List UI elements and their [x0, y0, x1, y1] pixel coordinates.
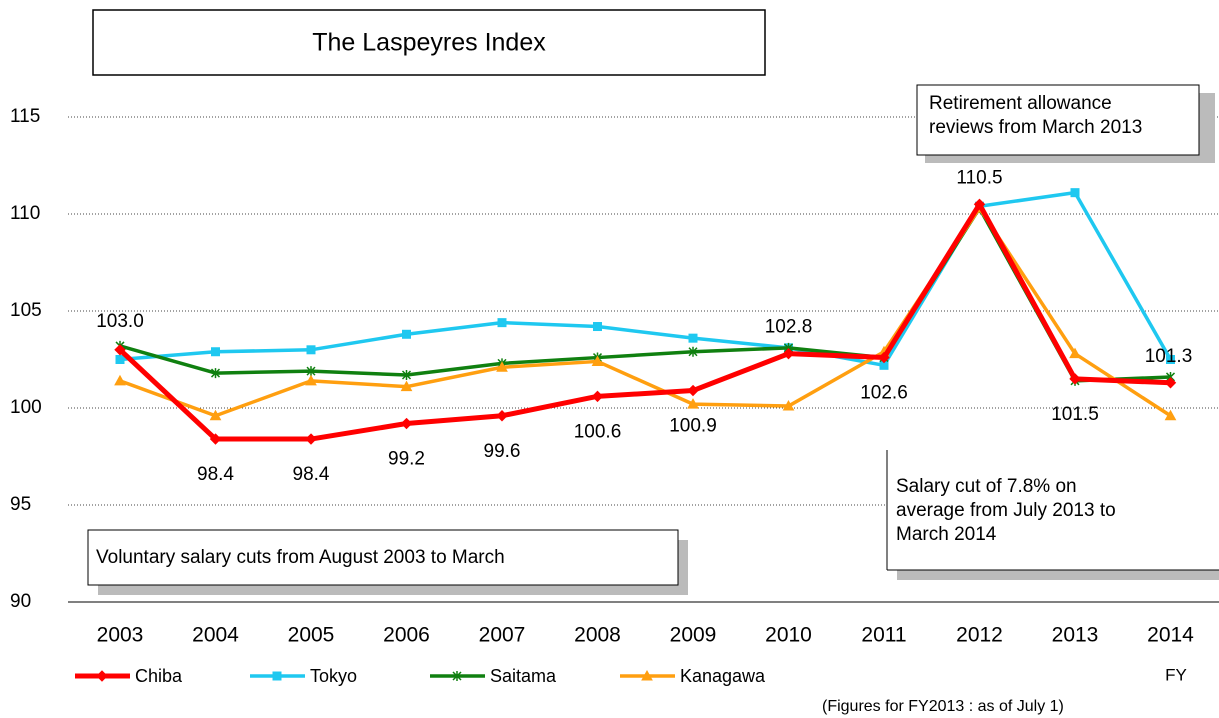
- data-label: 101.5: [1051, 404, 1099, 425]
- marker: [402, 329, 411, 339]
- series-line: [118, 201, 1171, 442]
- series-line: [119, 190, 1173, 368]
- data-label: 103.0: [96, 311, 144, 332]
- data-label: 100.9: [669, 416, 717, 437]
- marker: [878, 351, 890, 364]
- marker: [452, 671, 462, 681]
- marker: [496, 361, 508, 372]
- x-tick-label: 2006: [383, 624, 430, 647]
- x-tick-label: 2009: [670, 624, 717, 647]
- marker: [305, 374, 317, 386]
- marker: [782, 347, 795, 360]
- y-tick-label: 115: [10, 106, 40, 127]
- series-line: [119, 206, 1171, 383]
- marker: [688, 346, 698, 357]
- data-label: 98.4: [293, 464, 330, 485]
- marker: [401, 370, 412, 381]
- data-label: 99.2: [388, 449, 425, 470]
- marker: [1070, 188, 1080, 198]
- marker: [973, 198, 986, 211]
- marker: [400, 417, 413, 430]
- y-tick-label: 100: [10, 397, 42, 418]
- marker: [210, 368, 221, 379]
- data-label: 110.5: [956, 167, 1002, 188]
- marker: [209, 409, 222, 421]
- data-label: 99.6: [484, 441, 521, 462]
- marker: [272, 671, 282, 681]
- x-tick-label: 2005: [288, 624, 335, 647]
- x-tick-label: 2004: [192, 624, 239, 647]
- lines: 103.0 98.4 98.4 99.2 99.6 100.6 100.9 102.8 102.…: [96, 167, 1192, 485]
- annotation: Voluntary salary cuts from August 2003 t…: [96, 547, 505, 568]
- data-label: 102.8: [765, 317, 813, 338]
- marker: [687, 398, 699, 409]
- marker: [1069, 373, 1081, 385]
- marker: [306, 366, 316, 377]
- data-label: 102.6: [860, 383, 908, 404]
- marker: [497, 318, 507, 328]
- marker: [687, 384, 699, 397]
- marker: [591, 355, 604, 366]
- chart-title: The Laspeyres Index: [312, 29, 546, 57]
- marker: [1166, 355, 1175, 364]
- y-tick-label: 90: [10, 591, 31, 612]
- marker: [400, 380, 413, 392]
- annotation-box: [87, 529, 679, 586]
- marker: [593, 322, 602, 332]
- x-axis-label: FY: [1165, 665, 1187, 684]
- marker: [591, 390, 604, 403]
- x-tick-label: 2010: [765, 624, 812, 647]
- x-tick-label: 2007: [479, 624, 526, 647]
- marker: [305, 433, 317, 445]
- marker: [114, 374, 126, 386]
- data-label: 98.4: [197, 464, 234, 485]
- marker: [211, 347, 220, 357]
- title-box: [92, 9, 766, 76]
- annotation: Retirement allowance reviews from March 2…: [929, 93, 1142, 138]
- marker: [782, 400, 795, 411]
- x-tick-label: 2012: [956, 624, 1003, 647]
- marker: [114, 344, 126, 356]
- marker: [1164, 377, 1177, 389]
- annotation-box: [916, 84, 1200, 156]
- data-label: 101.3: [1145, 346, 1193, 367]
- x-tick-label: 2013: [1052, 624, 1099, 647]
- annotation: Salary cut of 7.8% on average from July 2…: [896, 476, 1116, 545]
- x-tick-label: 2011: [861, 624, 906, 647]
- shadow: [897, 570, 1219, 580]
- legend-label: Tokyo: [310, 666, 357, 686]
- y-tick-label: 95: [10, 494, 31, 515]
- note: (Figures for FY2013 : as of July 1): [822, 698, 1064, 715]
- marker: [496, 410, 508, 422]
- y-tick-label: 105: [10, 300, 42, 321]
- legend-label: Kanagawa: [680, 666, 766, 686]
- x-tick-label: 2014: [1147, 624, 1194, 647]
- marker: [209, 433, 222, 445]
- annotation-box: [887, 450, 1219, 570]
- marker: [96, 670, 108, 682]
- marker: [115, 355, 125, 364]
- marker: [641, 669, 653, 681]
- marker: [1164, 409, 1177, 421]
- marker: [1069, 347, 1081, 359]
- x-tick-label: 2003: [97, 624, 144, 647]
- y-tick-label: 110: [10, 203, 40, 224]
- series-line: [119, 206, 1172, 418]
- marker: [306, 345, 316, 355]
- marker: [688, 333, 698, 343]
- data-label: 100.6: [574, 421, 622, 442]
- legend-label: Chiba: [135, 666, 183, 686]
- legend-label: Saitama: [490, 666, 557, 686]
- x-tick-label: 2008: [574, 624, 621, 647]
- grid: 90 95 100 105 110 115 2003 2004 2005 2006 2007 2008…: [10, 106, 1219, 647]
